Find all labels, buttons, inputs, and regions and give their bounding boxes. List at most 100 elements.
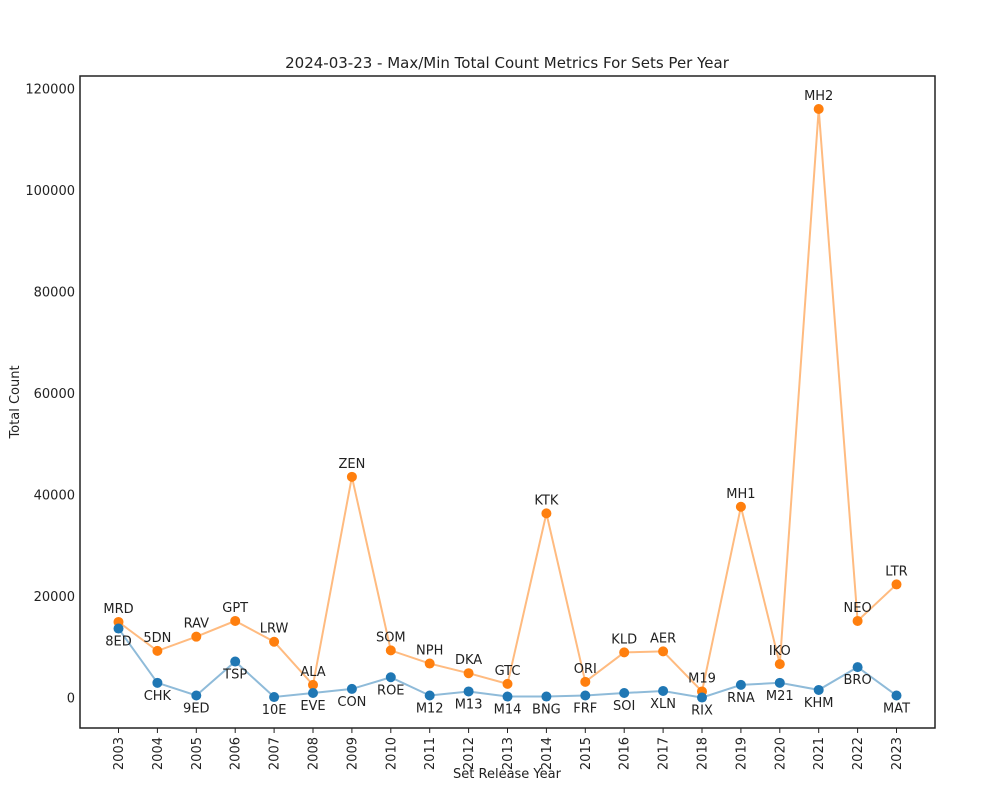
x-tick-label: 2018 bbox=[696, 737, 711, 770]
data-label-min: SOI bbox=[613, 699, 635, 714]
data-label-max: LTR bbox=[885, 564, 907, 579]
data-point-max bbox=[191, 631, 202, 642]
data-label-min: M13 bbox=[455, 697, 483, 712]
data-label-min: RIX bbox=[691, 704, 713, 719]
data-label-min: CHK bbox=[144, 689, 172, 704]
data-label-min: MAT bbox=[883, 702, 910, 717]
data-point-min bbox=[697, 692, 707, 703]
y-tick-label: 60000 bbox=[34, 387, 75, 402]
x-tick-label: 2013 bbox=[501, 737, 516, 770]
data-point-min bbox=[346, 683, 357, 694]
data-point-min bbox=[385, 672, 396, 683]
series-max: MRD 5DN RAV GPT LRW ALA ZEN SOM NPH DKA GTC KTK ORI K… bbox=[103, 89, 908, 697]
x-tick-label: 2008 bbox=[307, 737, 322, 770]
data-label-max: ZEN bbox=[338, 457, 365, 472]
data-label-min: BNG bbox=[532, 703, 561, 718]
data-point-min bbox=[463, 686, 474, 697]
data-label-min: KHM bbox=[804, 696, 834, 711]
x-tick-label: 2016 bbox=[618, 737, 633, 770]
data-point-max bbox=[619, 647, 630, 658]
data-label-max: KLD bbox=[611, 632, 637, 647]
data-point-max bbox=[308, 679, 318, 690]
x-tick-label: 2021 bbox=[812, 737, 827, 770]
x-tick-label: 2011 bbox=[423, 737, 438, 770]
data-point-max bbox=[230, 615, 241, 626]
x-tick-label: 2003 bbox=[112, 737, 127, 770]
series-min: 8ED CHK 9ED TSP 10E EVE CON ROE M12 M13 M14 BNG FRF S… bbox=[105, 623, 910, 719]
data-label-max: MH2 bbox=[804, 89, 833, 104]
x-tick-label: 2012 bbox=[462, 737, 477, 770]
data-point-max bbox=[774, 659, 785, 670]
y-tick-label: 100000 bbox=[25, 184, 75, 199]
data-label-min: ROE bbox=[377, 683, 404, 698]
data-point-max bbox=[269, 636, 280, 647]
x-tick-label: 2023 bbox=[890, 737, 905, 770]
y-tick-label: 40000 bbox=[34, 489, 75, 504]
data-label-max: ALA bbox=[300, 665, 325, 680]
x-tick-label: 2017 bbox=[657, 737, 672, 770]
x-tick-label: 2010 bbox=[384, 737, 399, 770]
data-label-min: M21 bbox=[766, 689, 794, 704]
data-point-min bbox=[152, 677, 163, 688]
data-point-min bbox=[541, 691, 552, 702]
data-point-min bbox=[502, 691, 513, 702]
x-tick-label: 2005 bbox=[190, 737, 205, 770]
data-label-min: M14 bbox=[494, 703, 522, 718]
data-label-max: KTK bbox=[534, 493, 558, 508]
chart-title: 2024-03-23 - Max/Min Total Count Metrics… bbox=[285, 54, 730, 72]
data-point-max bbox=[813, 103, 824, 114]
x-tick-label: 2014 bbox=[540, 737, 555, 770]
x-tick-label: 2022 bbox=[851, 737, 866, 770]
data-point-max bbox=[541, 508, 552, 519]
data-point-min bbox=[852, 662, 863, 673]
x-tick-label: 2004 bbox=[151, 737, 166, 770]
data-point-min bbox=[308, 687, 318, 698]
data-label-max: GTC bbox=[495, 664, 521, 679]
x-tick-label: 2007 bbox=[268, 737, 283, 770]
data-point-max bbox=[658, 646, 669, 657]
data-point-max bbox=[735, 501, 746, 512]
data-point-max bbox=[424, 658, 435, 669]
data-point-max bbox=[502, 678, 513, 689]
data-label-max: MH1 bbox=[726, 487, 755, 502]
data-label-max: NPH bbox=[416, 644, 443, 659]
data-point-max bbox=[346, 471, 357, 482]
data-label-min: RNA bbox=[727, 691, 755, 706]
data-point-min bbox=[813, 684, 824, 695]
data-label-max: AER bbox=[650, 631, 676, 646]
data-label-min: 8ED bbox=[105, 635, 132, 650]
y-tick-label: 20000 bbox=[34, 590, 75, 605]
x-tick-label: 2019 bbox=[734, 737, 749, 770]
data-label-max: LRW bbox=[260, 622, 289, 637]
data-label-min: CON bbox=[337, 695, 366, 710]
data-label-min: TSP bbox=[222, 668, 247, 683]
data-label-max: RAV bbox=[184, 617, 210, 632]
x-tick-label: 2006 bbox=[229, 737, 244, 770]
data-label-min: 10E bbox=[262, 703, 287, 718]
data-point-max bbox=[463, 668, 474, 679]
data-label-max: ORI bbox=[574, 662, 597, 677]
data-point-max bbox=[152, 645, 163, 656]
data-point-min bbox=[619, 687, 630, 698]
data-point-min bbox=[891, 690, 902, 701]
data-point-min bbox=[113, 623, 124, 634]
data-label-max: MRD bbox=[103, 602, 133, 617]
data-label-min: FRF bbox=[573, 702, 597, 717]
data-label-min: EVE bbox=[300, 699, 325, 714]
y-axis: 0 20000 40000 60000 80000 100000 120000 bbox=[25, 83, 75, 707]
data-label-max: M19 bbox=[688, 671, 716, 686]
data-point-min bbox=[774, 677, 785, 688]
data-point-min bbox=[658, 685, 669, 696]
data-point-max bbox=[852, 615, 863, 626]
data-point-max bbox=[580, 676, 591, 687]
x-axis-title: Set Release Year bbox=[453, 767, 562, 782]
data-label-max: NEO bbox=[844, 601, 872, 616]
data-point-min bbox=[735, 679, 746, 690]
data-label-min: M12 bbox=[416, 702, 444, 717]
data-label-max: GPT bbox=[222, 601, 248, 616]
data-point-min bbox=[424, 690, 435, 701]
data-label-max: 5DN bbox=[143, 631, 171, 646]
y-axis-title: Total Count bbox=[8, 365, 23, 439]
